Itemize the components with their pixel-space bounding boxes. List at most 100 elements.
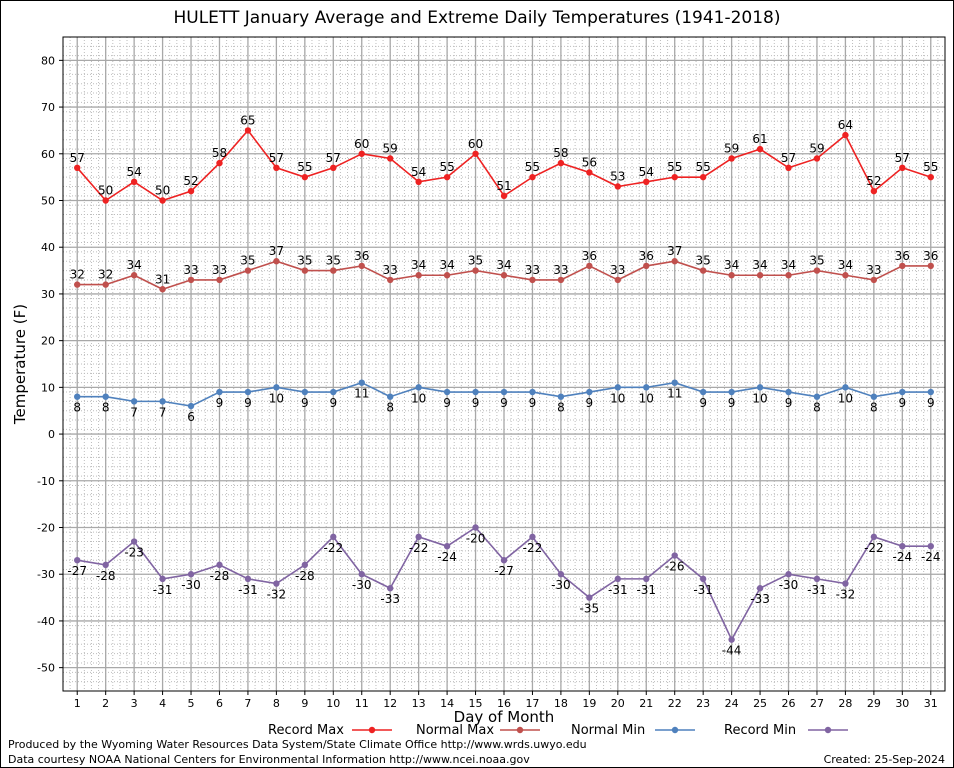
y-tick-label: -10 — [37, 475, 55, 488]
y-tick-label: -50 — [37, 662, 55, 675]
record-max-data-label: 54 — [411, 165, 426, 179]
record-max-data-label: 60 — [468, 137, 483, 151]
normal-max-data-label: 36 — [582, 249, 597, 263]
y-tick-label: 70 — [41, 101, 55, 114]
record-min-data-label: -27 — [494, 564, 514, 578]
x-tick-label: 7 — [244, 697, 251, 710]
record-max-point — [244, 127, 252, 134]
normal-max-point — [386, 276, 394, 284]
footer-created: Created: 25-Sep-2024 — [823, 753, 945, 766]
normal-max-point — [301, 267, 309, 274]
normal-max-data-label: 37 — [667, 244, 682, 258]
x-tick-label: 31 — [924, 697, 938, 710]
x-tick-label: 28 — [838, 697, 852, 710]
normal-min-point — [358, 379, 365, 386]
normal-min-point — [785, 388, 792, 396]
record-max-point — [102, 197, 109, 204]
record-min-point — [756, 585, 764, 592]
normal-min-point — [586, 388, 593, 396]
record-min-data-label: -32 — [836, 588, 856, 602]
record-max-point — [216, 159, 223, 167]
normal-max-point — [216, 276, 223, 284]
record-max-point — [728, 155, 735, 162]
normal-min-data-label: 10 — [752, 391, 767, 405]
record-min-point — [699, 575, 707, 583]
normal-min-point — [415, 384, 422, 391]
y-tick-label: 80 — [41, 54, 55, 67]
record-max-data-label: 59 — [809, 141, 824, 155]
normal-min-point — [273, 384, 280, 391]
normal-max-point — [330, 267, 337, 274]
record-min-point — [273, 580, 280, 587]
normal-max-point — [130, 272, 138, 279]
normal-max-point — [643, 262, 650, 270]
record-min-point — [330, 533, 337, 541]
y-tick-label: -20 — [37, 522, 55, 535]
record-min-point — [529, 533, 536, 541]
record-max-data-label: 55 — [923, 160, 938, 174]
normal-min-data-label: 10 — [269, 391, 284, 405]
legend-marker-record-max — [368, 726, 376, 734]
normal-max-point — [699, 267, 707, 274]
normal-max-data-label: 32 — [98, 268, 113, 282]
normal-max-point — [927, 262, 934, 270]
normal-min-point — [529, 388, 536, 396]
normal-min-data-label: 11 — [354, 387, 369, 401]
record-max-point — [273, 164, 280, 171]
normal-max-point — [187, 276, 195, 284]
record-max-point — [130, 178, 138, 186]
record-min-data-label: -28 — [96, 569, 116, 583]
record-min-data-label: -24 — [893, 550, 913, 564]
normal-max-point — [586, 262, 593, 270]
normal-min-point — [899, 388, 906, 396]
x-tick-label: 26 — [782, 697, 796, 710]
normal-max-point — [415, 272, 422, 279]
x-tick-label: 14 — [440, 697, 454, 710]
record-min-data-label: -23 — [124, 546, 144, 560]
record-min-point — [358, 571, 365, 578]
record-max-point — [330, 164, 337, 171]
normal-max-data-label: 35 — [809, 254, 824, 268]
record-min-point — [443, 542, 451, 550]
record-min-point — [586, 594, 593, 601]
record-max-data-label: 57 — [895, 151, 910, 165]
record-min-data-label: -30 — [779, 578, 799, 592]
normal-max-point — [500, 272, 508, 279]
normal-max-data-label: 34 — [439, 258, 454, 272]
normal-max-data-label: 36 — [923, 249, 938, 263]
x-tick-label: 17 — [525, 697, 539, 710]
record-min-data-label: -24 — [437, 550, 457, 564]
normal-max-point — [273, 258, 280, 265]
record-max-point — [842, 131, 849, 139]
normal-min-data-label: 10 — [610, 391, 625, 405]
normal-min-point — [728, 388, 735, 396]
record-max-data-label: 54 — [639, 165, 654, 179]
record-max-point — [443, 173, 451, 181]
record-min-data-label: -44 — [722, 644, 742, 658]
record-max-data-label: 55 — [696, 160, 711, 174]
y-tick-label: 60 — [41, 148, 55, 161]
record-min-point — [728, 636, 735, 643]
normal-min-data-label: 9 — [899, 396, 907, 410]
record-max-point — [899, 164, 906, 171]
record-min-data-label: -20 — [466, 532, 486, 546]
record-min-point — [927, 542, 934, 550]
normal-min-data-label: 9 — [472, 396, 480, 410]
record-max-data-label: 51 — [496, 179, 511, 193]
record-max-data-label: 57 — [70, 151, 85, 165]
normal-min-data-label: 9 — [244, 396, 252, 410]
normal-min-data-label: 9 — [529, 396, 537, 410]
x-tick-label: 20 — [611, 697, 625, 710]
normal-min-data-label: 8 — [557, 401, 565, 415]
record-min-point — [102, 561, 109, 569]
normal-max-point — [785, 272, 792, 279]
record-min-data-label: -22 — [409, 541, 429, 555]
normal-min-point — [500, 388, 508, 396]
normal-min-point — [756, 384, 764, 391]
record-min-point — [785, 571, 792, 578]
record-max-data-label: 55 — [667, 160, 682, 174]
record-max-data-label: 50 — [155, 184, 170, 198]
normal-min-point — [927, 388, 934, 396]
record-max-point — [386, 155, 394, 162]
record-max-point — [614, 183, 622, 190]
